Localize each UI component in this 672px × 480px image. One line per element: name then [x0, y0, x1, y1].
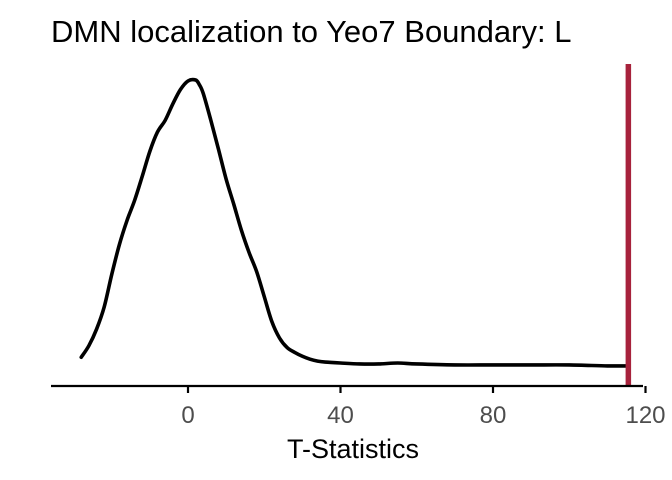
x-axis-title: T-Statistics	[287, 434, 419, 464]
x-tick-label-120: 120	[625, 402, 665, 429]
x-tick-label-40: 40	[327, 402, 354, 429]
plot-area: 0 40 80 120	[51, 64, 666, 429]
x-tick-label-80: 80	[480, 402, 507, 429]
density-curve	[79, 77, 631, 368]
chart-title: DMN localization to Yeo7 Boundary: L	[51, 14, 571, 49]
x-tick-label-0: 0	[181, 402, 194, 429]
